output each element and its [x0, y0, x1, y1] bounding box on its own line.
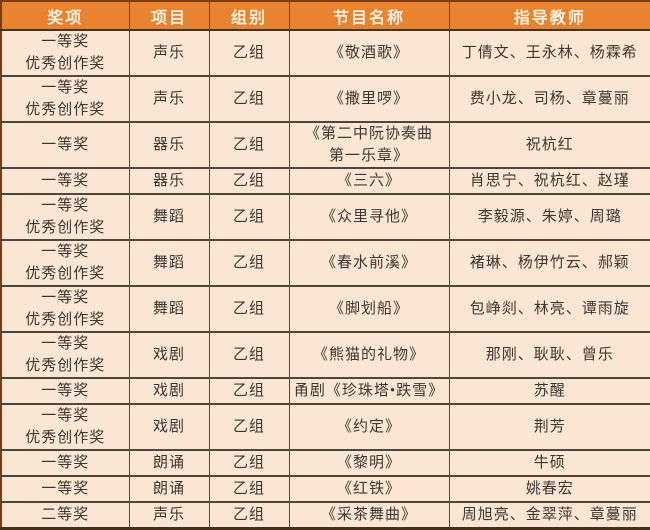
cell-award: 一等奖 优秀创作奖: [0, 331, 130, 379]
cell-program: 《红铁》: [288, 475, 450, 503]
cell-award: 一等奖 优秀创作奖: [0, 75, 130, 123]
cell-program: 《约定》: [288, 403, 450, 451]
header-group: 组别: [208, 0, 290, 31]
table-row: 一等奖 优秀创作奖 舞蹈 乙组 《春水前溪》 褚琳、杨伊竹云、郝颖: [0, 239, 650, 287]
cell-teachers: 牛硕: [448, 449, 650, 477]
cell-group: 乙组: [208, 29, 290, 77]
cell-teachers: 费小龙、司杨、章蔓丽: [448, 75, 650, 123]
table-row: 一等奖 优秀创作奖 舞蹈 乙组 《众里寻他》 李毅源、朱婷、周璐: [0, 193, 650, 241]
table-row: 一等奖 器乐 乙组 《三六》 肖思宁、祝杭红、赵瑾: [0, 167, 650, 195]
cell-award: 一等奖 优秀创作奖: [0, 403, 130, 451]
cell-award: 一等奖: [0, 121, 130, 169]
header-program: 节目名称: [288, 0, 450, 31]
cell-award: 一等奖 优秀创作奖: [0, 285, 130, 333]
cell-project: 舞蹈: [128, 193, 210, 241]
cell-teachers: 丁倩文、王永林、杨霖希: [448, 29, 650, 77]
cell-project: 器乐: [128, 121, 210, 169]
cell-group: 乙组: [208, 403, 290, 451]
cell-program: 《第二中阮协奏曲 第一乐章》: [288, 121, 450, 169]
cell-group: 乙组: [208, 475, 290, 503]
cell-group: 乙组: [208, 121, 290, 169]
cell-program: 《熊猫的礼物》: [288, 331, 450, 379]
cell-teachers: 周旭亮、金翠萍、章蔓丽: [448, 501, 650, 530]
cell-group: 乙组: [208, 331, 290, 379]
table-row: 一等奖 戏剧 乙组 甬剧《珍珠塔•跌雪》 苏醒: [0, 377, 650, 405]
cell-program: 《采茶舞曲》: [288, 501, 450, 530]
cell-award: 二等奖: [0, 501, 130, 530]
cell-teachers: 李毅源、朱婷、周璐: [448, 193, 650, 241]
cell-program: 甬剧《珍珠塔•跌雪》: [288, 377, 450, 405]
cell-group: 乙组: [208, 449, 290, 477]
cell-teachers: 肖思宁、祝杭红、赵瑾: [448, 167, 650, 195]
cell-group: 乙组: [208, 377, 290, 405]
cell-teachers: 褚琳、杨伊竹云、郝颖: [448, 239, 650, 287]
cell-program: 《春水前溪》: [288, 239, 450, 287]
cell-teachers: 苏醒: [448, 377, 650, 405]
cell-group: 乙组: [208, 501, 290, 530]
cell-program: 《三六》: [288, 167, 450, 195]
cell-program: 《撒里啰》: [288, 75, 450, 123]
cell-project: 器乐: [128, 167, 210, 195]
table-row: 一等奖 器乐 乙组 《第二中阮协奏曲 第一乐章》 祝杭红: [0, 121, 650, 169]
cell-teachers: 祝杭红: [448, 121, 650, 169]
cell-project: 舞蹈: [128, 285, 210, 333]
cell-award: 一等奖: [0, 377, 130, 405]
cell-program: 《黎明》: [288, 449, 450, 477]
cell-project: 舞蹈: [128, 239, 210, 287]
cell-project: 声乐: [128, 75, 210, 123]
cell-project: 戏剧: [128, 377, 210, 405]
cell-award: 一等奖 优秀创作奖: [0, 29, 130, 77]
cell-project: 朗诵: [128, 475, 210, 503]
cell-group: 乙组: [208, 239, 290, 287]
table-row: 一等奖 优秀创作奖 声乐 乙组 《敬酒歌》 丁倩文、王永林、杨霖希: [0, 29, 650, 77]
cell-program: 《脚划船》: [288, 285, 450, 333]
cell-project: 声乐: [128, 29, 210, 77]
table-row: 一等奖 朗诵 乙组 《红铁》 姚春宏: [0, 475, 650, 503]
table-row: 一等奖 优秀创作奖 声乐 乙组 《撒里啰》 费小龙、司杨、章蔓丽: [0, 75, 650, 123]
cell-award: 一等奖: [0, 167, 130, 195]
header-award: 奖项: [0, 0, 130, 31]
cell-project: 戏剧: [128, 403, 210, 451]
cell-award: 一等奖: [0, 449, 130, 477]
cell-teachers: 包峥剡、林亮、谭雨旋: [448, 285, 650, 333]
cell-program: 《众里寻他》: [288, 193, 450, 241]
cell-group: 乙组: [208, 167, 290, 195]
table-row: 一等奖 优秀创作奖 戏剧 乙组 《约定》 荆芳: [0, 403, 650, 451]
cell-award: 一等奖 优秀创作奖: [0, 193, 130, 241]
header-teachers: 指导教师: [448, 0, 650, 31]
cell-teachers: 那刚、耿耿、曾乐: [448, 331, 650, 379]
table-row: 二等奖 声乐 乙组 《采茶舞曲》 周旭亮、金翠萍、章蔓丽: [0, 501, 650, 530]
header-project: 项目: [128, 0, 210, 31]
cell-group: 乙组: [208, 285, 290, 333]
cell-award: 一等奖 优秀创作奖: [0, 239, 130, 287]
cell-award: 一等奖: [0, 475, 130, 503]
cell-project: 朗诵: [128, 449, 210, 477]
cell-teachers: 荆芳: [448, 403, 650, 451]
table-row: 一等奖 优秀创作奖 戏剧 乙组 《熊猫的礼物》 那刚、耿耿、曾乐: [0, 331, 650, 379]
cell-group: 乙组: [208, 193, 290, 241]
cell-project: 戏剧: [128, 331, 210, 379]
header-row: 奖项 项目 组别 节目名称 指导教师: [0, 0, 650, 31]
cell-group: 乙组: [208, 75, 290, 123]
table-row: 一等奖 优秀创作奖 舞蹈 乙组 《脚划船》 包峥剡、林亮、谭雨旋: [0, 285, 650, 333]
table-row: 一等奖 朗诵 乙组 《黎明》 牛硕: [0, 449, 650, 477]
cell-project: 声乐: [128, 501, 210, 530]
cell-program: 《敬酒歌》: [288, 29, 450, 77]
cell-teachers: 姚春宏: [448, 475, 650, 503]
